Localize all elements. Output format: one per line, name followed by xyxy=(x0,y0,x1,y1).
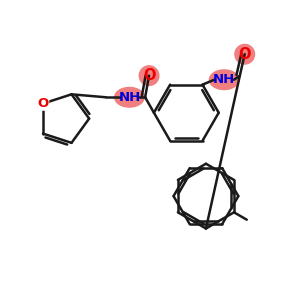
Ellipse shape xyxy=(139,66,159,86)
Text: O: O xyxy=(38,97,49,110)
Text: NH: NH xyxy=(118,91,140,104)
Text: NH: NH xyxy=(213,73,235,86)
Ellipse shape xyxy=(235,44,254,64)
Text: O: O xyxy=(238,47,251,62)
Ellipse shape xyxy=(209,70,239,90)
Ellipse shape xyxy=(115,88,144,107)
Text: O: O xyxy=(143,68,155,83)
